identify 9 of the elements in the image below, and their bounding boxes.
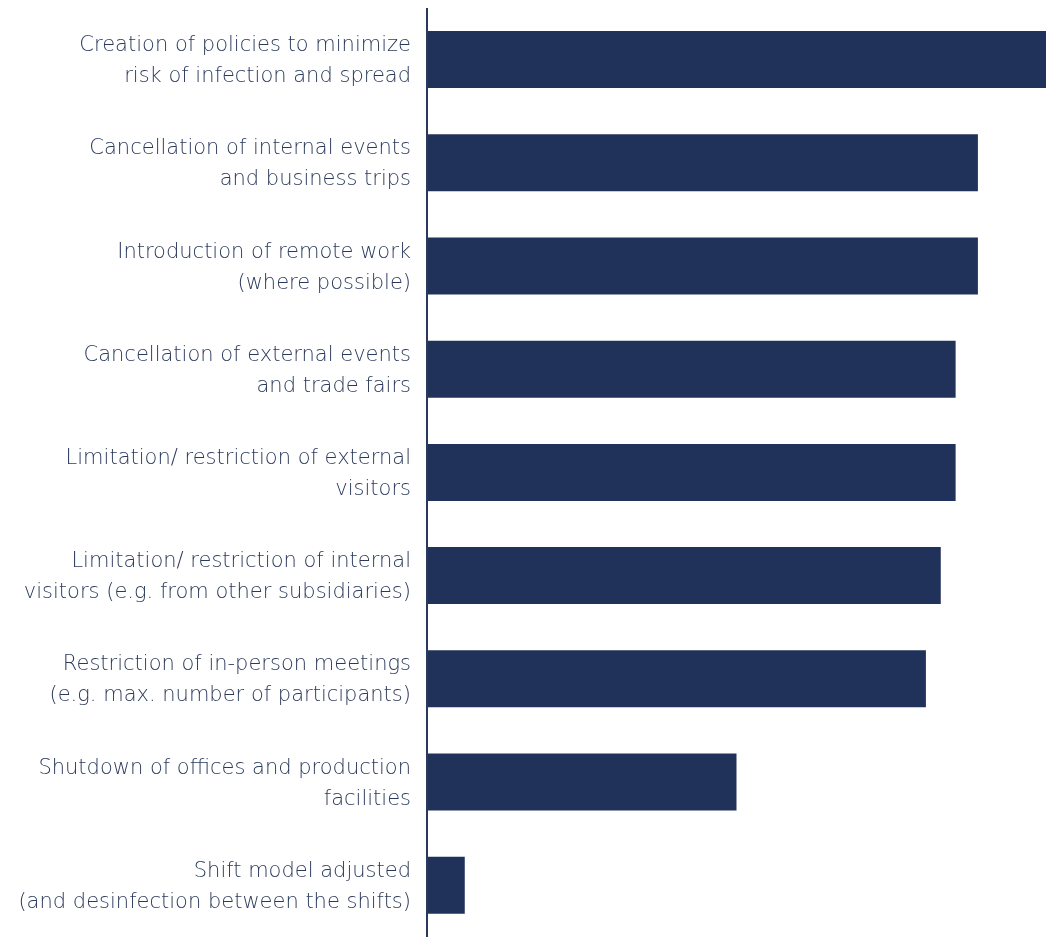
y-tick-label: Limitation/ restriction of external visitors <box>65 445 411 500</box>
y-tick-label: Shutdown of offices and production facilities <box>38 754 411 810</box>
y-tick-label: Cancellation of external events and trade fairs <box>83 341 411 397</box>
y-tick-label: Restriction of in-person meetings (e.g. max. number of participants) <box>49 651 411 707</box>
y-tick-label: Shift model adjusted (and desinfection between the shifts) <box>18 857 411 913</box>
y-tick-label: Introduction of remote work (where possible) <box>117 238 411 294</box>
y-tick-label: Cancellation of internal events and business trips <box>89 135 411 191</box>
y-tick-label: Creation of policies to minimize risk of infection and spread <box>79 32 411 88</box>
y-tick-label: Limitation/ restriction of internal visitors (e.g. from other subsidiaries) <box>23 548 411 604</box>
